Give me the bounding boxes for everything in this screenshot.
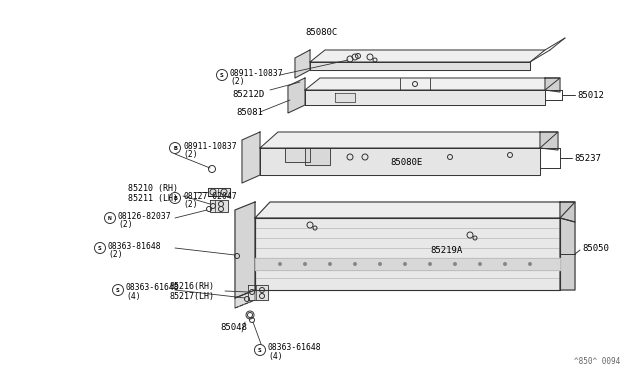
Polygon shape <box>248 285 268 300</box>
Polygon shape <box>310 62 530 70</box>
Text: 08363-61648: 08363-61648 <box>126 283 180 292</box>
Polygon shape <box>235 202 255 298</box>
Text: 08126-82037: 08126-82037 <box>118 212 172 221</box>
Text: (2): (2) <box>183 199 198 208</box>
Polygon shape <box>305 148 330 165</box>
Circle shape <box>378 263 381 266</box>
Text: 85211 (LH): 85211 (LH) <box>128 193 178 202</box>
Text: 85012: 85012 <box>577 90 604 99</box>
Text: S: S <box>220 73 224 77</box>
Text: 85080C: 85080C <box>305 28 337 36</box>
Text: 08911-10837: 08911-10837 <box>230 68 284 77</box>
Polygon shape <box>255 258 560 270</box>
Text: 08363-61648: 08363-61648 <box>268 343 322 353</box>
Text: 85048: 85048 <box>220 324 247 333</box>
Text: 85219A: 85219A <box>430 246 462 254</box>
Text: S: S <box>258 347 262 353</box>
Polygon shape <box>255 218 560 290</box>
Text: ^850^ 0094: ^850^ 0094 <box>573 357 620 366</box>
Text: 85237: 85237 <box>574 154 601 163</box>
Text: 85212D: 85212D <box>232 90 264 99</box>
Polygon shape <box>285 148 310 162</box>
Circle shape <box>278 263 282 266</box>
Polygon shape <box>560 202 575 222</box>
Circle shape <box>328 263 332 266</box>
Polygon shape <box>242 132 260 183</box>
Text: B: B <box>173 196 177 201</box>
Text: S: S <box>98 246 102 250</box>
Circle shape <box>504 263 506 266</box>
Polygon shape <box>260 148 540 175</box>
Text: (4): (4) <box>126 292 141 301</box>
Text: (2): (2) <box>230 77 244 86</box>
Circle shape <box>353 263 356 266</box>
Text: (2): (2) <box>108 250 123 259</box>
Circle shape <box>403 263 406 266</box>
Polygon shape <box>255 202 575 218</box>
Text: (2): (2) <box>183 150 198 158</box>
Text: 85210 (RH): 85210 (RH) <box>128 183 178 192</box>
Text: 85080E: 85080E <box>390 157 422 167</box>
Polygon shape <box>288 78 305 113</box>
Text: B: B <box>173 145 177 151</box>
Polygon shape <box>295 50 310 78</box>
Circle shape <box>429 263 431 266</box>
Circle shape <box>454 263 456 266</box>
Text: N: N <box>108 215 112 221</box>
Polygon shape <box>235 290 255 308</box>
Text: 85081: 85081 <box>236 108 263 116</box>
Polygon shape <box>208 188 230 196</box>
Text: 85050: 85050 <box>582 244 609 253</box>
Circle shape <box>529 263 531 266</box>
Text: (4): (4) <box>268 352 283 360</box>
Polygon shape <box>310 50 545 62</box>
Text: 85216(RH): 85216(RH) <box>170 282 215 291</box>
Circle shape <box>479 263 481 266</box>
Text: 08911-10837: 08911-10837 <box>183 141 237 151</box>
Text: 08363-81648: 08363-81648 <box>108 241 162 250</box>
Polygon shape <box>210 200 228 212</box>
Polygon shape <box>305 78 560 90</box>
Polygon shape <box>545 78 560 92</box>
Text: (2): (2) <box>118 219 132 228</box>
Polygon shape <box>560 218 575 290</box>
Text: 08127-02047: 08127-02047 <box>183 192 237 201</box>
Circle shape <box>303 263 307 266</box>
Polygon shape <box>305 90 545 105</box>
Polygon shape <box>335 93 355 102</box>
Polygon shape <box>540 132 558 150</box>
Text: 85217(LH): 85217(LH) <box>170 292 215 301</box>
Text: S: S <box>116 288 120 292</box>
Polygon shape <box>260 132 558 148</box>
